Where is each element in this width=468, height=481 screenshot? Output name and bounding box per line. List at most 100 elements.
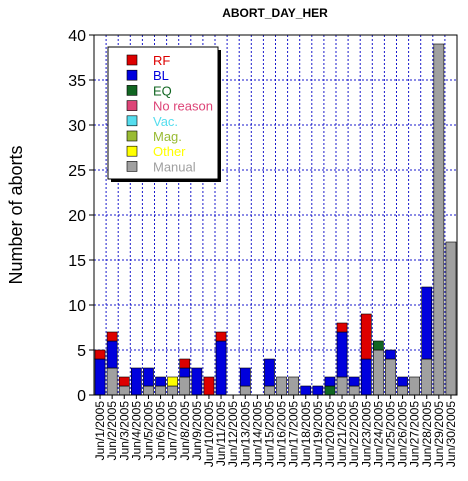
bar-segment xyxy=(397,385,408,396)
bar-segment xyxy=(118,385,130,396)
y-tick-label: 35 xyxy=(68,73,86,90)
bar-segment xyxy=(288,376,300,396)
axes xyxy=(89,34,458,399)
bar-segment xyxy=(264,385,275,396)
bar-segment xyxy=(372,349,384,396)
bar-segment xyxy=(324,385,336,396)
y-tick-label: 5 xyxy=(77,343,86,360)
y-tick-label: 40 xyxy=(68,28,86,45)
bar-segment xyxy=(94,349,106,360)
bar-segment xyxy=(106,331,118,342)
x-tick-label: Jun/17/2005 xyxy=(287,401,301,467)
bar-segment xyxy=(215,331,227,342)
bar-segment xyxy=(215,340,227,396)
bar-segment xyxy=(191,367,203,396)
bar-segment xyxy=(300,385,312,396)
legend-label: Manual xyxy=(153,159,196,174)
x-tick-label: Jun/27/2005 xyxy=(408,401,422,467)
bar-segment xyxy=(155,376,166,387)
legend-box xyxy=(107,46,219,180)
bars xyxy=(94,43,457,396)
bar-segment xyxy=(397,376,408,387)
y-tick-labels: 0 5 10 15 20 25 30 35 40 xyxy=(68,28,86,405)
bar-segment xyxy=(324,376,336,387)
x-tick-label: Jun/23/2005 xyxy=(359,401,373,467)
x-tick-label: Jun/12/2005 xyxy=(226,401,240,467)
legend-label: No reason xyxy=(153,99,213,114)
x-tick-label: Jun/19/2005 xyxy=(311,401,325,467)
legend-swatch xyxy=(126,145,138,157)
chart-title: ABORT_DAY_HER xyxy=(222,6,328,20)
bar-segment xyxy=(336,322,348,333)
x-tick-label: Jun/15/2005 xyxy=(262,401,276,467)
x-tick-label: Jun/1/2005 xyxy=(93,401,107,461)
x-tick-label: Jun/10/2005 xyxy=(202,401,216,467)
bar-segment xyxy=(239,385,251,396)
x-tick-label: Jun/6/2005 xyxy=(154,401,168,461)
bar-segment xyxy=(155,385,166,396)
bar-segment xyxy=(409,376,421,396)
bar-segment xyxy=(179,376,191,396)
legend-swatch xyxy=(126,161,138,172)
bar-segment xyxy=(360,313,372,360)
x-tick-label: Jun/24/2005 xyxy=(371,401,385,467)
bar-segment xyxy=(421,358,433,396)
legend-swatch xyxy=(126,115,138,127)
y-tick-label: 30 xyxy=(68,118,86,135)
bar-segment xyxy=(131,367,142,396)
x-tick-label: Jun/2/2005 xyxy=(105,401,119,461)
x-tick-label: Jun/22/2005 xyxy=(347,401,361,467)
x-tick-label: Jun/3/2005 xyxy=(117,401,131,461)
x-tick-label: Jun/21/2005 xyxy=(335,401,349,467)
bar-segment xyxy=(312,385,324,396)
x-tick-label: Jun/28/2005 xyxy=(420,401,434,467)
bar-segment xyxy=(143,367,154,387)
legend-swatch xyxy=(126,130,138,142)
y-tick-label: 25 xyxy=(68,163,86,180)
legend-label: EQ xyxy=(153,83,172,98)
x-tick-label: Jun/13/2005 xyxy=(238,401,252,467)
bar-segment xyxy=(445,241,457,396)
x-tick-label: Jun/9/2005 xyxy=(190,401,204,461)
x-tick-label: Jun/26/2005 xyxy=(396,401,410,467)
legend-swatch xyxy=(126,100,138,111)
y-tick-label: 10 xyxy=(68,298,86,315)
bar-segment xyxy=(336,331,348,378)
legend-label: Mag. xyxy=(153,129,182,144)
bar-segment xyxy=(433,43,445,396)
legend-label: Vac. xyxy=(153,114,178,129)
y-tick-label: 20 xyxy=(68,208,86,225)
y-axis-label: Number of aborts xyxy=(6,145,26,284)
bar-segment xyxy=(167,376,179,387)
y-tick-label: 0 xyxy=(77,388,86,405)
bar-segment xyxy=(360,358,372,396)
legend-swatch xyxy=(126,85,138,96)
bar-segment xyxy=(179,367,191,378)
x-tick-label: Jun/20/2005 xyxy=(323,401,337,467)
bar-segment xyxy=(336,376,348,396)
bar-segment xyxy=(385,349,396,360)
x-tick-label: Jun/7/2005 xyxy=(166,401,180,461)
bar-segment xyxy=(94,358,106,396)
x-tick-label: Jun/18/2005 xyxy=(299,401,313,467)
bar-segment xyxy=(106,340,118,369)
x-tick-labels: Jun/1/2005Jun/2/2005Jun/3/2005Jun/4/2005… xyxy=(93,401,458,467)
bar-segment xyxy=(348,385,360,396)
x-tick-label: Jun/8/2005 xyxy=(178,401,192,461)
bar-segment xyxy=(203,376,215,396)
x-tick-label: Jun/5/2005 xyxy=(141,401,155,461)
y-tick-label: 15 xyxy=(68,253,86,270)
bar-segment xyxy=(421,286,433,360)
bar-segment xyxy=(106,367,118,396)
bar-segment xyxy=(276,376,287,396)
bar-segment xyxy=(167,385,179,396)
x-tick-label: Jun/16/2005 xyxy=(275,401,289,467)
bar-segment xyxy=(348,376,360,387)
bar-segment xyxy=(385,358,396,396)
legend-label: Other xyxy=(153,144,186,159)
x-tick-label: Jun/30/2005 xyxy=(444,401,458,467)
x-tick-label: Jun/25/2005 xyxy=(383,401,397,467)
legend-label: BL xyxy=(153,68,169,83)
